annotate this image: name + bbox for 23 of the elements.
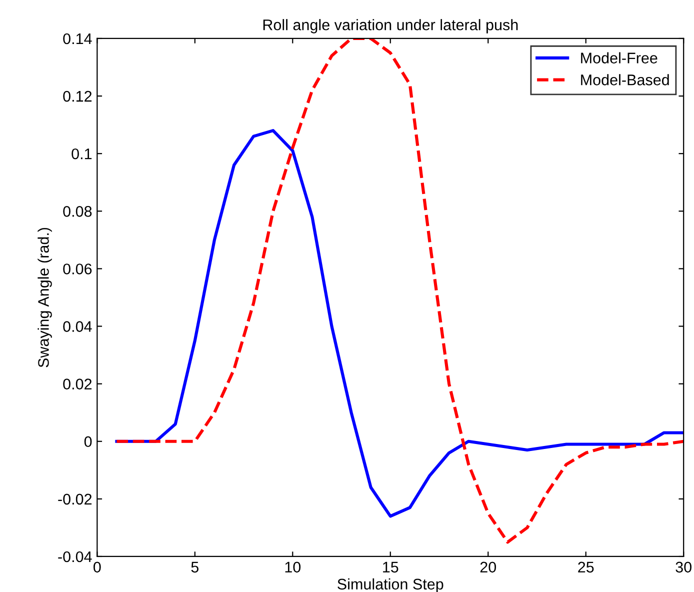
x-tick-label: 10 [285, 562, 301, 573]
y-tick-label: -0.04 [58, 551, 92, 562]
y-tick-label: 0.12 [63, 90, 92, 102]
y-tick-label: 0.14 [63, 33, 92, 44]
y-tick-label: -0.02 [58, 494, 92, 505]
y-tick-label: 0.06 [63, 264, 92, 274]
x-tick-label: 30 [676, 562, 692, 573]
legend-label: Model-Free [581, 52, 658, 64]
x-tick-label: 5 [191, 562, 199, 573]
x-tick-label: 15 [383, 562, 398, 573]
x-tick-label: 25 [578, 562, 594, 573]
y-tick-label: 0.08 [63, 206, 92, 217]
line-series [115, 129, 684, 518]
y-tick-label: 0.1 [72, 148, 92, 160]
chart-title: Roll angle variation under lateral push [263, 19, 518, 34]
legend-label: Model-Based [581, 74, 669, 86]
x-tick-label: 20 [480, 562, 496, 573]
y-axis-title: Swaying Angle (rad.) [38, 228, 52, 368]
y-tick-label: 0 [84, 436, 92, 448]
x-tick-label: 0 [94, 562, 101, 573]
line-series [115, 38, 684, 544]
y-tick-label: 0.04 [63, 321, 92, 332]
y-tick-label: 0.02 [63, 378, 92, 390]
